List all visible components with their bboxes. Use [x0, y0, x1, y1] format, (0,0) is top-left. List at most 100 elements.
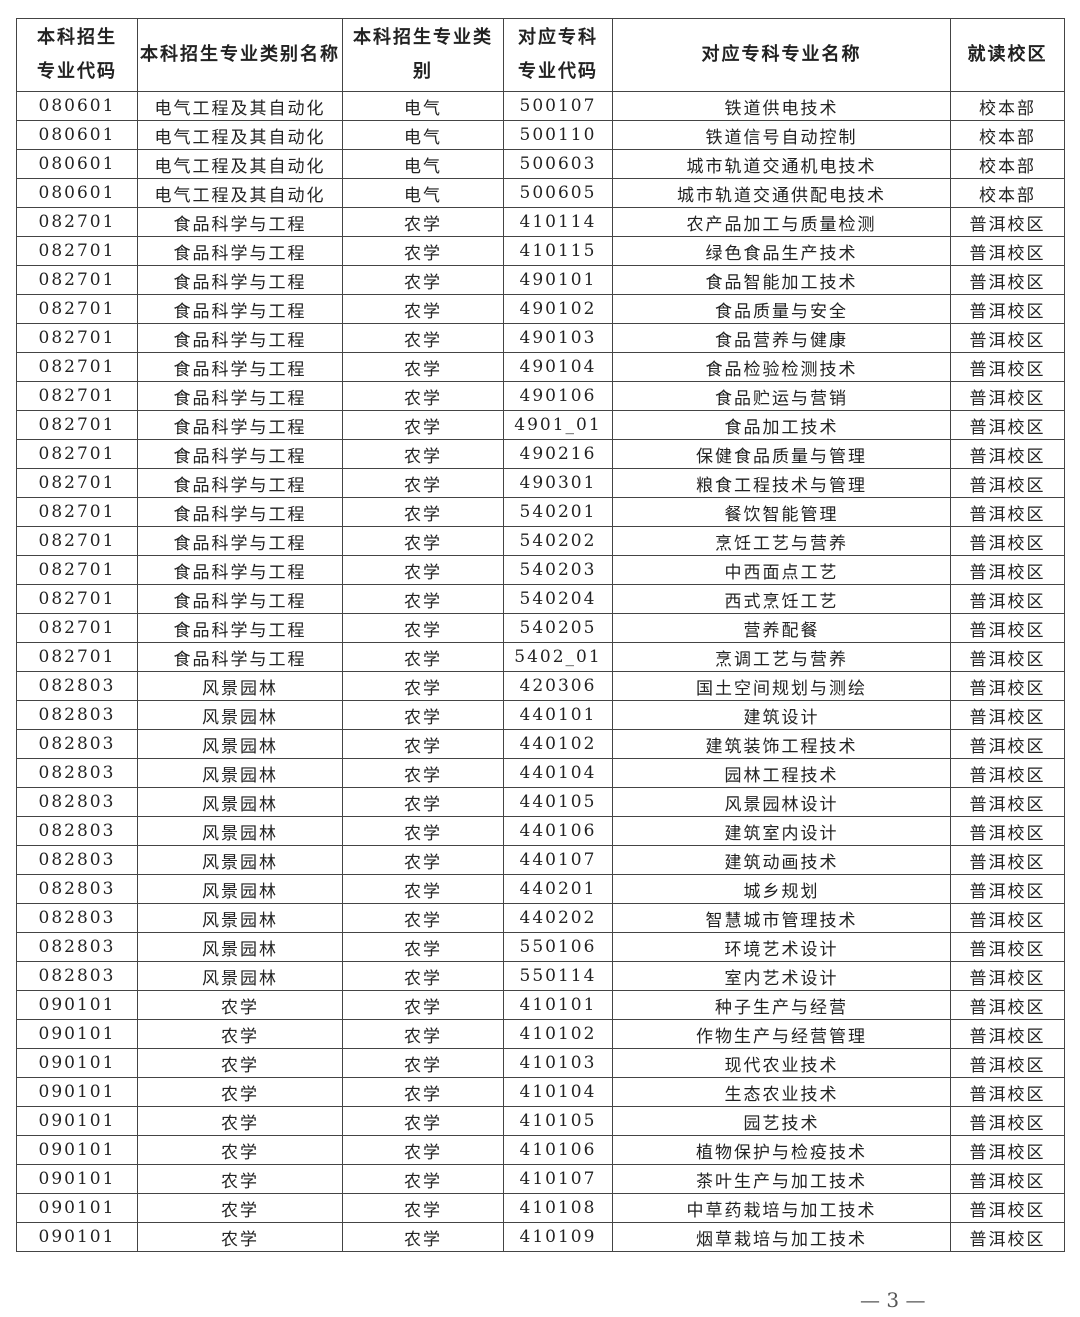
table-row: 082701 食品科学与工程 农学 490104 食品检验检测技术 普洱校区: [16, 352, 1065, 382]
table-row: 082701 食品科学与工程 农学 410114 农产品加工与质量检测 普洱校区: [16, 207, 1065, 237]
table-row: 090101 农学 农学 410102 作物生产与经营管理 普洱校区: [16, 1019, 1065, 1049]
table-cell: 普洱校区: [950, 381, 1065, 411]
table-cell: 食品科学与工程: [137, 613, 343, 643]
table-cell: 082701: [16, 265, 138, 295]
table-cell: 082701: [16, 613, 138, 643]
table-cell: 烟草栽培与加工技术: [612, 1222, 951, 1252]
table-cell: 410101: [503, 990, 613, 1020]
table-cell: 082701: [16, 468, 138, 498]
table-row: 082803 风景园林 农学 550114 室内艺术设计 普洱校区: [16, 961, 1065, 991]
table-cell: 490301: [503, 468, 613, 498]
table-cell: 082701: [16, 584, 138, 614]
table-row: 090101 农学 农学 410109 烟草栽培与加工技术 普洱校区: [16, 1222, 1065, 1252]
table-cell: 农学: [342, 1048, 504, 1078]
table-cell: 082701: [16, 439, 138, 469]
table-cell: 农学: [342, 845, 504, 875]
table-cell: 普洱校区: [950, 236, 1065, 266]
table-cell: 建筑装饰工程技术: [612, 729, 951, 759]
table-cell: 082803: [16, 874, 138, 904]
table-cell: 082701: [16, 410, 138, 440]
table-cell: 农学: [342, 352, 504, 382]
table-cell: 4901_01: [503, 410, 613, 440]
table-cell: 风景园林: [137, 932, 343, 962]
table-cell: 农学: [342, 555, 504, 585]
table-cell: 500107: [503, 91, 613, 121]
table-cell: 082803: [16, 816, 138, 846]
table-cell: 540204: [503, 584, 613, 614]
table-cell: 园林工程技术: [612, 758, 951, 788]
table-cell: 普洱校区: [950, 323, 1065, 353]
table-cell: 农学: [342, 207, 504, 237]
table-cell: 普洱校区: [950, 1077, 1065, 1107]
table-row: 090101 农学 农学 410105 园艺技术 普洱校区: [16, 1106, 1065, 1136]
table-cell: 080601: [16, 120, 138, 150]
table-cell: 082701: [16, 294, 138, 324]
table-cell: 农学: [342, 439, 504, 469]
table-cell: 普洱校区: [950, 265, 1065, 295]
table-row: 082803 风景园林 农学 440202 智慧城市管理技术 普洱校区: [16, 903, 1065, 933]
table-cell: 普洱校区: [950, 613, 1065, 643]
table-cell: 食品科学与工程: [137, 294, 343, 324]
table-row: 082701 食品科学与工程 农学 490301 粮食工程技术与管理 普洱校区: [16, 468, 1065, 498]
table-row: 082803 风景园林 农学 440101 建筑设计 普洱校区: [16, 700, 1065, 730]
table-row: 082803 风景园林 农学 440107 建筑动画技术 普洱校区: [16, 845, 1065, 875]
table-cell: 食品科学与工程: [137, 265, 343, 295]
table-cell: 茶叶生产与加工技术: [612, 1164, 951, 1194]
table-cell: 食品科学与工程: [137, 642, 343, 672]
table-row: 090101 农学 农学 410106 植物保护与检疫技术 普洱校区: [16, 1135, 1065, 1165]
table-cell: 090101: [16, 1164, 138, 1194]
table-cell: 540201: [503, 497, 613, 527]
header-cell: 本科招生专业代码: [16, 18, 138, 92]
table-cell: 440101: [503, 700, 613, 730]
table-cell: 普洱校区: [950, 990, 1065, 1020]
table-cell: 农学: [342, 294, 504, 324]
table-cell: 电气工程及其自动化: [137, 178, 343, 208]
table-cell: 农学: [342, 613, 504, 643]
table-row: 080601 电气工程及其自动化 电气 500605 城市轨道交通供配电技术 校本部: [16, 178, 1065, 208]
table-cell: 410115: [503, 236, 613, 266]
table-cell: 电气: [342, 120, 504, 150]
table-cell: 风景园林: [137, 700, 343, 730]
table-cell: 普洱校区: [950, 526, 1065, 556]
table-cell: 西式烹饪工艺: [612, 584, 951, 614]
table-cell: 普洱校区: [950, 787, 1065, 817]
table-cell: 普洱校区: [950, 845, 1065, 875]
table-row: 080601 电气工程及其自动化 电气 500603 城市轨道交通机电技术 校本部: [16, 149, 1065, 179]
table-cell: 农学: [342, 236, 504, 266]
table-cell: 490101: [503, 265, 613, 295]
table-cell: 建筑动画技术: [612, 845, 951, 875]
table-cell: 国土空间规划与测绘: [612, 671, 951, 701]
table-cell: 农学: [342, 729, 504, 759]
table-row: 082701 食品科学与工程 农学 540204 西式烹饪工艺 普洱校区: [16, 584, 1065, 614]
table-cell: 普洱校区: [950, 1222, 1065, 1252]
table-cell: 440202: [503, 903, 613, 933]
table-cell: 410107: [503, 1164, 613, 1194]
table-cell: 普洱校区: [950, 294, 1065, 324]
table-cell: 风景园林: [137, 816, 343, 846]
table-cell: 农学: [342, 932, 504, 962]
table-row: 082701 食品科学与工程 农学 490101 食品智能加工技术 普洱校区: [16, 265, 1065, 295]
table-row: 082701 食品科学与工程 农学 540203 中西面点工艺 普洱校区: [16, 555, 1065, 585]
table-cell: 农学: [137, 1135, 343, 1165]
table-cell: 烹调工艺与营养: [612, 642, 951, 672]
table-cell: 食品科学与工程: [137, 207, 343, 237]
table-cell: 普洱校区: [950, 903, 1065, 933]
table-cell: 090101: [16, 1019, 138, 1049]
table-cell: 普洱校区: [950, 1164, 1065, 1194]
table-cell: 食品营养与健康: [612, 323, 951, 353]
table-row: 090101 农学 农学 410107 茶叶生产与加工技术 普洱校区: [16, 1164, 1065, 1194]
table-row: 082803 风景园林 农学 440102 建筑装饰工程技术 普洱校区: [16, 729, 1065, 759]
table-cell: 农学: [342, 671, 504, 701]
table-cell: 090101: [16, 1222, 138, 1252]
table-row: 090101 农学 农学 410104 生态农业技术 普洱校区: [16, 1077, 1065, 1107]
table-cell: 农学: [342, 1077, 504, 1107]
table-cell: 普洱校区: [950, 642, 1065, 672]
table-cell: 080601: [16, 149, 138, 179]
table-cell: 农学: [137, 1048, 343, 1078]
table-cell: 城市轨道交通供配电技术: [612, 178, 951, 208]
table-cell: 普洱校区: [950, 961, 1065, 991]
table-cell: 电气工程及其自动化: [137, 149, 343, 179]
table-cell: 食品科学与工程: [137, 439, 343, 469]
table-cell: 090101: [16, 1193, 138, 1223]
